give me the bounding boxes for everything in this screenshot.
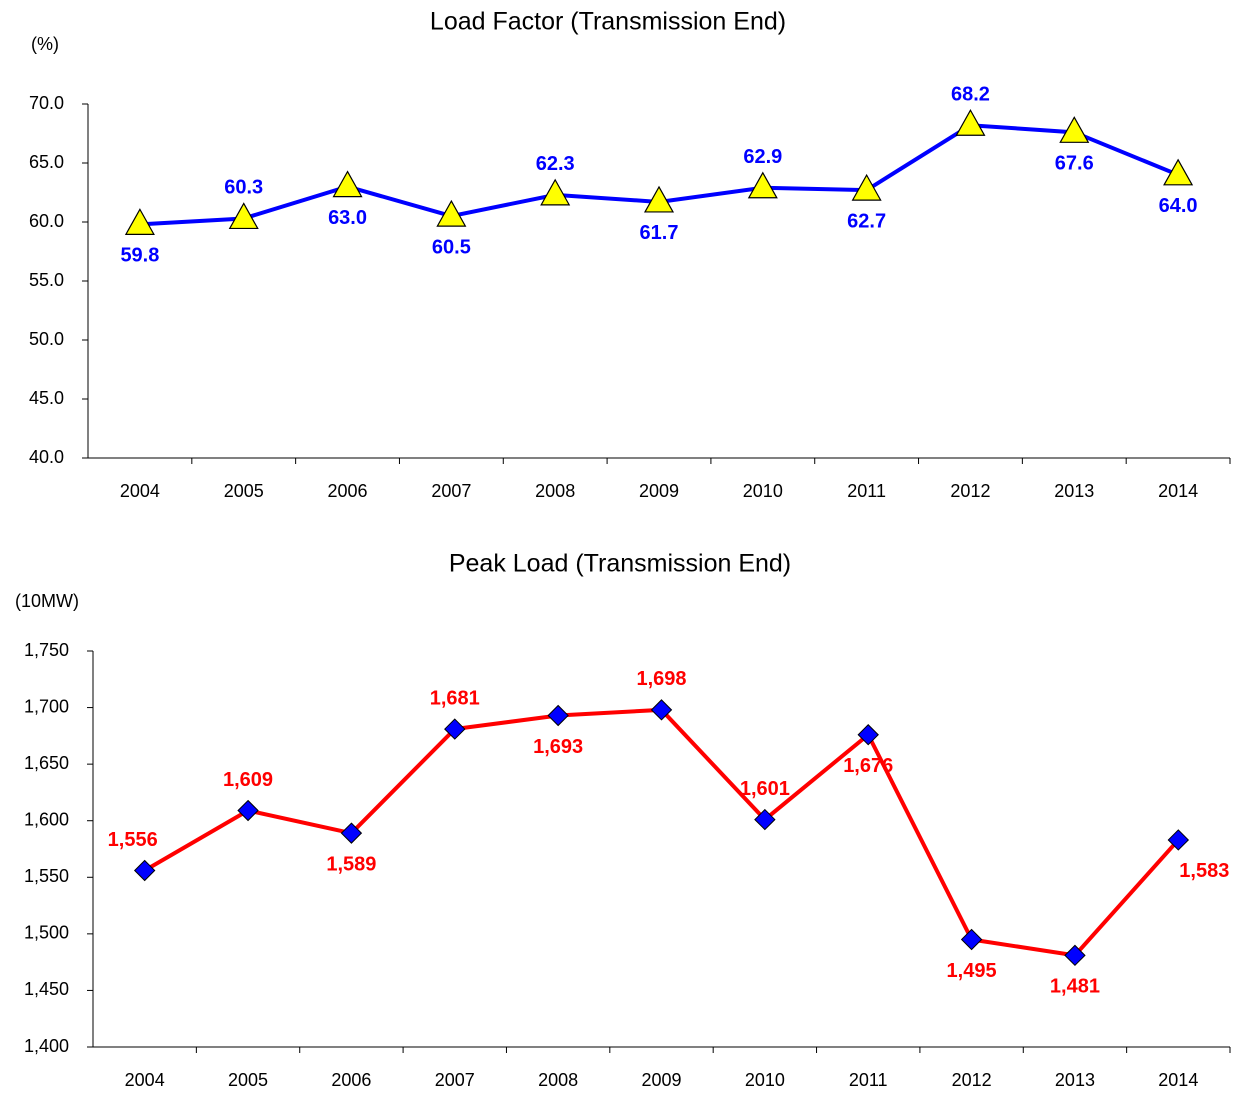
y-tick-label: 1,650 xyxy=(24,753,69,773)
x-tick-label: 2012 xyxy=(950,481,990,501)
marker xyxy=(1064,944,1086,967)
y-tick-label: 1,550 xyxy=(24,866,69,886)
data-label: 67.6 xyxy=(1055,153,1094,175)
marker xyxy=(754,808,776,831)
data-label: 60.5 xyxy=(432,236,471,258)
y-tick-label: 40.0 xyxy=(29,447,64,467)
x-tick-label: 2008 xyxy=(538,1070,578,1090)
x-tick-label: 2012 xyxy=(952,1070,992,1090)
data-label: 1,676 xyxy=(843,755,893,777)
y-tick-label: 1,700 xyxy=(24,696,69,716)
marker xyxy=(747,171,778,199)
x-tick-label: 2005 xyxy=(228,1070,268,1090)
marker xyxy=(857,724,879,746)
x-tick-label: 2010 xyxy=(743,481,783,501)
y-tick-label: 1,450 xyxy=(24,979,69,999)
marker xyxy=(643,185,675,213)
marker xyxy=(133,859,156,882)
x-tick-label: 2006 xyxy=(331,1070,371,1090)
data-label: 1,681 xyxy=(430,687,480,709)
chart-title: Load Factor (Transmission End) xyxy=(430,8,786,36)
data-label: 61.7 xyxy=(640,222,679,244)
marker xyxy=(340,822,363,844)
y-tick-label: 60.0 xyxy=(29,211,64,231)
x-tick-label: 2009 xyxy=(641,1070,681,1090)
x-tick-label: 2006 xyxy=(328,481,368,501)
data-label: 1,556 xyxy=(108,829,158,851)
data-label: 1,589 xyxy=(326,853,376,875)
marker xyxy=(124,208,155,235)
y-tick-label: 1,750 xyxy=(24,640,69,660)
data-label: 1,609 xyxy=(223,769,273,791)
y-tick-label: 70.0 xyxy=(29,93,64,113)
x-tick-label: 2004 xyxy=(120,481,160,501)
y-tick-label: 65.0 xyxy=(29,152,64,172)
marker xyxy=(1059,116,1090,143)
marker xyxy=(228,202,259,230)
data-label: 1,698 xyxy=(636,668,686,690)
marker xyxy=(332,170,363,198)
y-tick-label: 1,500 xyxy=(24,923,69,943)
y-tick-label: 55.0 xyxy=(29,270,64,290)
y-tick-label: 1,600 xyxy=(24,809,69,829)
data-label: 59.8 xyxy=(120,245,159,267)
x-tick-label: 2011 xyxy=(847,481,886,501)
data-label: 1,495 xyxy=(947,960,997,982)
x-tick-label: 2011 xyxy=(849,1070,888,1090)
marker xyxy=(237,799,259,822)
marker xyxy=(1167,829,1190,851)
x-tick-label: 2005 xyxy=(224,481,264,501)
data-label: 64.0 xyxy=(1159,195,1198,217)
data-label: 1,481 xyxy=(1050,976,1100,998)
x-tick-label: 2013 xyxy=(1055,1070,1095,1090)
marker xyxy=(547,704,569,727)
data-label: 62.7 xyxy=(847,210,886,232)
data-label: 62.3 xyxy=(536,153,575,175)
data-label: 1,693 xyxy=(533,736,583,758)
marker xyxy=(436,199,467,227)
data-label: 1,583 xyxy=(1179,860,1229,882)
marker xyxy=(1163,158,1194,186)
chart-title: Peak Load (Transmission End) xyxy=(449,550,791,578)
marker xyxy=(540,178,571,206)
line xyxy=(143,707,1180,958)
marker xyxy=(955,109,986,136)
data-label: 60.3 xyxy=(224,177,263,199)
x-tick-label: 2008 xyxy=(535,481,575,501)
marker xyxy=(444,718,466,740)
x-tick-label: 2004 xyxy=(125,1070,165,1090)
data-label: 63.0 xyxy=(328,207,367,229)
y-tick-label: 1,400 xyxy=(24,1036,69,1056)
data-label: 68.2 xyxy=(951,84,990,106)
x-tick-label: 2010 xyxy=(745,1070,785,1090)
x-tick-label: 2009 xyxy=(639,481,679,501)
x-tick-label: 2013 xyxy=(1054,481,1094,501)
data-label: 1,601 xyxy=(740,778,790,800)
marker xyxy=(960,928,983,951)
y-axis-label: (%) xyxy=(31,34,59,54)
marker xyxy=(650,699,673,721)
marker xyxy=(851,173,882,201)
y-axis-label: (10MW) xyxy=(15,591,79,611)
x-tick-label: 2014 xyxy=(1158,1070,1198,1090)
data-label: 62.9 xyxy=(743,146,782,168)
x-tick-label: 2014 xyxy=(1158,481,1198,501)
x-tick-label: 2007 xyxy=(435,1070,475,1090)
x-tick-label: 2007 xyxy=(431,481,471,501)
y-tick-label: 50.0 xyxy=(29,329,64,349)
y-tick-label: 45.0 xyxy=(29,388,64,408)
